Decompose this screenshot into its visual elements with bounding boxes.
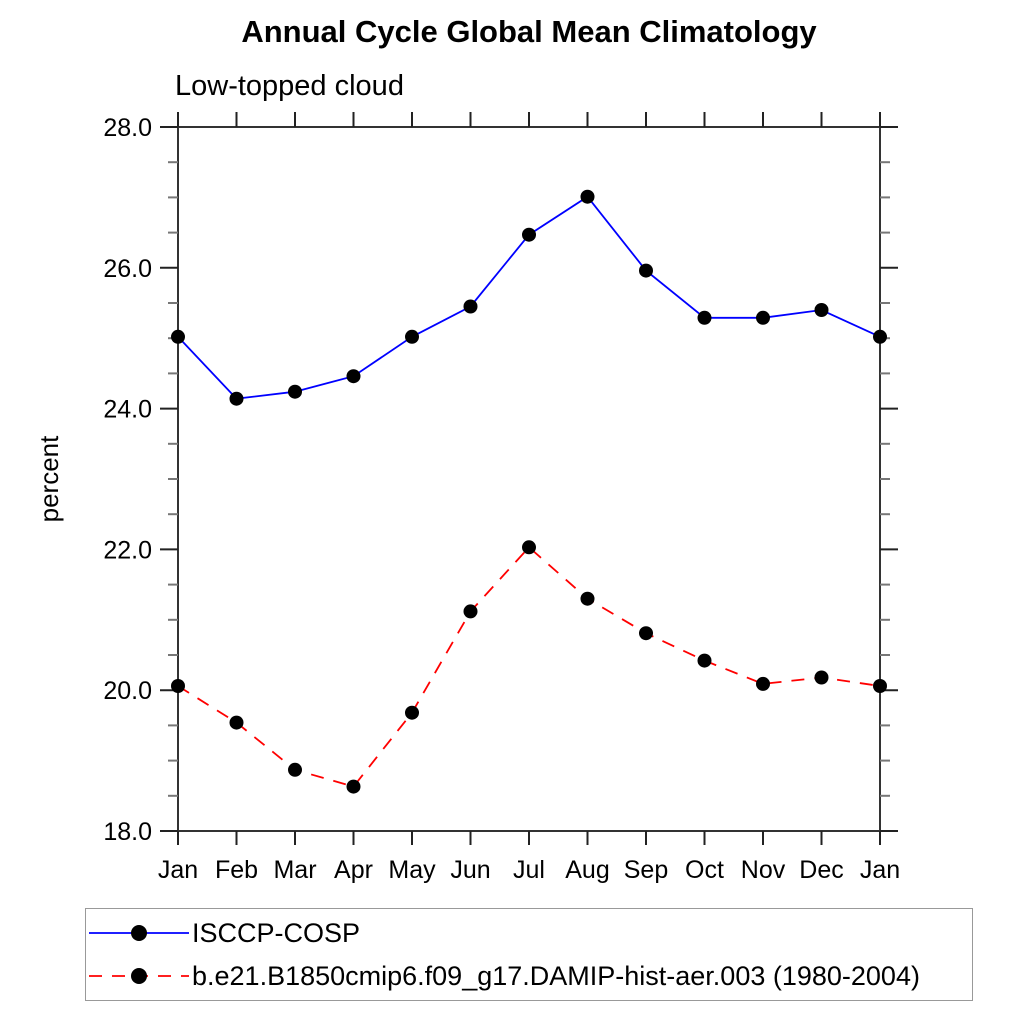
legend-box: ISCCP-COSP b.e21.B1850cmip6.f09_g17.DAMI… xyxy=(85,908,973,1001)
series-line xyxy=(177,195,881,400)
x-tick-label: Jun xyxy=(450,856,490,884)
data-point-marker xyxy=(873,679,887,693)
data-point-marker xyxy=(580,189,595,204)
legend-sample-marker xyxy=(131,968,147,984)
legend-line-sample-dashed-icon xyxy=(89,968,189,984)
plot-area: 18.0 20.0 22.0 24.0 26.0 28.0 Jan Feb Mar Apr May J… xyxy=(34,112,900,884)
data-point-marker xyxy=(756,676,770,691)
data-point-marker xyxy=(171,329,185,344)
y-tick-label: 18.0 xyxy=(103,818,152,846)
data-point-marker xyxy=(229,715,244,730)
data-point-marker xyxy=(814,303,829,317)
legend-label-isccp-cosp: ISCCP-COSP xyxy=(192,917,361,948)
x-tick-label: Feb xyxy=(215,856,258,884)
x-tick-label: May xyxy=(388,856,436,884)
y-tick-label: 28.0 xyxy=(103,114,152,142)
data-point-marker xyxy=(463,299,478,314)
data-point-marker xyxy=(171,679,185,693)
x-tick-label: Oct xyxy=(685,856,724,884)
chart-subtitle: Low-topped cloud xyxy=(175,70,404,102)
data-point-marker xyxy=(288,762,302,777)
y-tick-label: 20.0 xyxy=(103,677,152,705)
data-point-marker xyxy=(580,591,595,606)
x-tick-label: Jan xyxy=(158,856,198,884)
y-tick-label: 24.0 xyxy=(103,396,152,424)
y-tick-label: 22.0 xyxy=(103,536,152,564)
data-point-marker xyxy=(873,329,887,344)
x-tick-label: Jan xyxy=(860,856,900,884)
data-point-marker xyxy=(405,329,419,344)
chart-title: Annual Cycle Global Mean Climatology xyxy=(241,14,817,49)
x-tick-label: Dec xyxy=(799,856,843,884)
data-point-marker xyxy=(639,263,653,278)
data-point-marker xyxy=(697,310,712,325)
series-line xyxy=(177,546,881,788)
data-point-marker xyxy=(639,626,653,641)
data-point-marker xyxy=(346,779,361,794)
data-point-marker xyxy=(346,369,361,384)
data-point-marker xyxy=(697,653,712,668)
data-point-marker xyxy=(756,310,770,325)
data-point-marker xyxy=(814,670,829,685)
x-tick-label: Sep xyxy=(624,856,668,884)
data-point-marker xyxy=(522,540,536,555)
x-tick-label: Mar xyxy=(273,856,316,884)
data-point-marker xyxy=(405,705,419,720)
x-tick-label: Apr xyxy=(334,856,373,884)
x-tick-label: Aug xyxy=(565,856,609,884)
data-point-marker xyxy=(463,604,478,619)
legend-label-model-run: b.e21.B1850cmip6.f09_g17.DAMIP-hist-aer.… xyxy=(192,960,920,991)
y-tick-label: 26.0 xyxy=(103,255,152,283)
data-point-marker xyxy=(522,227,536,242)
legend-sample-marker xyxy=(131,925,147,941)
data-point-marker xyxy=(229,391,244,406)
legend-line-sample-solid-icon xyxy=(89,925,189,941)
legend-item-model-run: b.e21.B1850cmip6.f09_g17.DAMIP-hist-aer.… xyxy=(86,956,972,996)
data-point-marker xyxy=(288,384,302,399)
y-axis-title: percent xyxy=(34,435,64,522)
x-tick-label: Jul xyxy=(513,856,545,884)
legend-item-isccp-cosp: ISCCP-COSP xyxy=(86,913,972,953)
x-tick-label: Nov xyxy=(741,856,786,884)
